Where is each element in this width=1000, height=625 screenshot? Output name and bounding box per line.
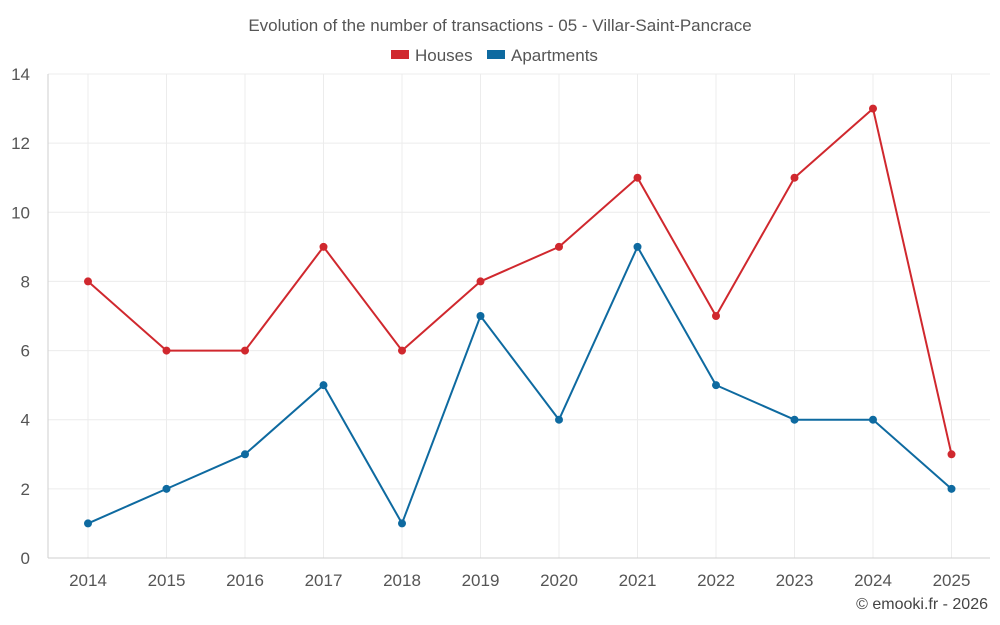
x-tick-label: 2021 <box>619 571 657 590</box>
y-tick-label: 2 <box>21 480 30 499</box>
y-tick-label: 12 <box>11 134 30 153</box>
data-point-houses[interactable] <box>162 346 171 355</box>
x-tick-label: 2016 <box>226 571 264 590</box>
y-tick-label: 6 <box>21 342 30 361</box>
data-point-apartments[interactable] <box>476 312 485 320</box>
data-point-houses[interactable] <box>712 312 720 320</box>
x-tick-label: 2018 <box>383 571 421 590</box>
data-point-apartments[interactable] <box>555 415 563 424</box>
x-tick-label: 2015 <box>148 571 186 590</box>
data-point-houses[interactable] <box>476 277 485 286</box>
legend-swatch-apartments <box>487 50 505 59</box>
legend-label-houses: Houses <box>415 46 473 65</box>
credit-text: © emooki.fr - 2026 <box>856 596 988 613</box>
data-point-houses[interactable] <box>319 242 328 251</box>
legend-swatch-houses <box>391 50 409 59</box>
x-tick-label: 2025 <box>933 571 971 590</box>
x-tick-label: 2020 <box>540 571 578 590</box>
data-point-apartments[interactable] <box>633 242 642 251</box>
data-point-apartments[interactable] <box>162 484 171 493</box>
data-point-apartments[interactable] <box>712 381 720 390</box>
data-point-apartments[interactable] <box>398 519 406 528</box>
y-tick-label: 10 <box>11 203 30 222</box>
data-point-houses[interactable] <box>84 277 92 286</box>
series <box>84 104 956 528</box>
data-point-apartments[interactable] <box>319 381 328 390</box>
legend-label-apartments: Apartments <box>511 46 598 65</box>
data-point-apartments[interactable] <box>869 415 877 424</box>
data-point-apartments[interactable] <box>947 484 956 493</box>
data-point-houses[interactable] <box>790 173 799 182</box>
y-tick-label: 8 <box>21 272 30 291</box>
data-point-apartments[interactable] <box>84 519 92 528</box>
x-tick-label: 2024 <box>854 571 892 590</box>
y-axis: 0 2 4 6 8 10 12 14 <box>11 65 30 568</box>
y-tick-label: 0 <box>21 549 30 568</box>
legend: Houses Apartments <box>391 46 598 65</box>
x-axis: 2014 2015 2016 2017 2018 2019 2020 2021 2022 2023… <box>69 571 970 590</box>
x-tick-label: 2022 <box>697 571 735 590</box>
data-point-houses[interactable] <box>633 173 642 182</box>
data-point-houses[interactable] <box>947 450 956 459</box>
chart-title: Evolution of the number of transactions … <box>248 16 751 35</box>
data-point-houses[interactable] <box>241 346 249 355</box>
data-point-apartments[interactable] <box>241 450 249 459</box>
y-tick-label: 4 <box>21 411 30 430</box>
x-tick-label: 2014 <box>69 571 107 590</box>
y-tick-label: 14 <box>11 65 30 84</box>
x-tick-label: 2023 <box>776 571 814 590</box>
grid <box>47 73 990 559</box>
data-point-houses[interactable] <box>398 346 406 355</box>
series-line-houses <box>87 107 953 455</box>
data-point-houses[interactable] <box>869 104 877 113</box>
data-point-apartments[interactable] <box>790 415 799 424</box>
series-line-apartments <box>87 245 953 525</box>
data-point-houses[interactable] <box>555 242 563 251</box>
x-tick-label: 2017 <box>305 571 343 590</box>
x-tick-label: 2019 <box>462 571 500 590</box>
